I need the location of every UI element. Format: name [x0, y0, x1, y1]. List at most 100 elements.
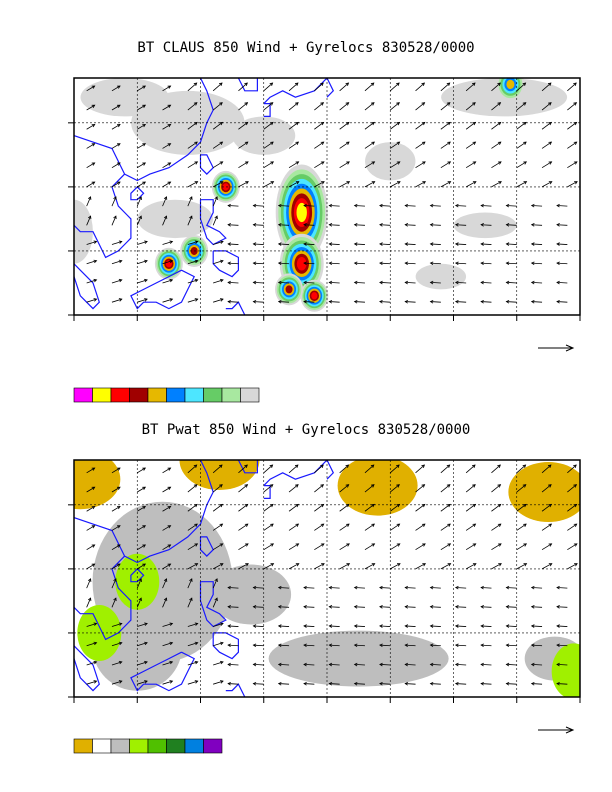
wind-vector-head [93, 240, 98, 244]
wind-vector-head [472, 102, 476, 106]
wind-vector-head [87, 578, 92, 582]
wind-vector-head [573, 161, 578, 165]
wind-vector [465, 82, 476, 92]
wind-vector [137, 260, 148, 265]
wind-vector-head [220, 680, 224, 684]
wind-vector [212, 484, 223, 493]
colorbar-swatch [203, 387, 223, 403]
wind-vector [379, 243, 391, 245]
wind-vector [364, 563, 375, 570]
wind-vector [136, 597, 142, 608]
wind-vector [415, 141, 426, 149]
wind-vector [111, 525, 121, 531]
wind-vector [440, 181, 451, 188]
wind-vector [329, 262, 340, 265]
wind-vector-head [194, 660, 199, 665]
wind-vector [278, 587, 290, 589]
wind-vector-head [252, 261, 257, 266]
wind-vector-head [167, 486, 172, 491]
wind-vector [86, 104, 95, 111]
wind-vector-head [252, 242, 257, 246]
wind-vector [415, 523, 426, 531]
wind-vector [137, 279, 148, 284]
wind-vector [288, 523, 299, 531]
wind-vector-head [116, 486, 121, 491]
wind-vector-head [167, 104, 172, 109]
wind-vector [354, 644, 365, 647]
wind-vector [137, 143, 146, 149]
wind-vector-head [345, 464, 350, 469]
wind-vector-head [379, 585, 383, 590]
wind-vector-head [277, 605, 282, 609]
wind-vector-head [303, 624, 307, 628]
wind-vector [187, 122, 198, 130]
wind-vector-head [480, 203, 484, 208]
wind-vector [556, 663, 568, 666]
wind-vector-head [270, 141, 274, 145]
wind-vector [465, 543, 476, 551]
wind-vector-head [167, 143, 172, 147]
wind-vector [111, 623, 122, 627]
wind-vector-head [116, 544, 121, 548]
wind-vector [364, 122, 375, 130]
wind-vector-head [227, 624, 231, 628]
wind-vector-head [116, 525, 121, 529]
wind-vector-head [530, 299, 535, 304]
wind-vector [455, 606, 467, 608]
wind-vector [212, 102, 223, 111]
wind-vector [339, 82, 349, 92]
wind-vector-head [454, 624, 459, 628]
wind-vector-head [219, 82, 223, 87]
wind-vector [379, 606, 391, 608]
wind-vector [162, 241, 173, 245]
wind-vector [364, 161, 375, 169]
wind-vector-head [303, 605, 307, 609]
wind-vector-head [548, 503, 552, 508]
wind-vector-head [220, 298, 224, 302]
wind-vector-head [530, 605, 535, 609]
wind-vector-head [396, 484, 400, 488]
wind-vector [567, 504, 577, 512]
wind-vector [465, 122, 476, 130]
wind-vector [263, 102, 274, 111]
wind-vector-head [429, 585, 434, 590]
wind-vector [137, 563, 146, 570]
wind-vector-head [277, 203, 282, 208]
wind-vector [455, 205, 467, 207]
wind-vector [379, 205, 391, 207]
wind-vector [278, 262, 290, 265]
wind-vector [354, 301, 365, 303]
wind-vector-head [142, 505, 147, 510]
wind-vector-head [505, 681, 510, 686]
wind-vector-head [252, 299, 257, 304]
colorbar-swatch [147, 738, 167, 754]
wind-vector [364, 141, 375, 149]
wind-vector [111, 680, 122, 685]
wind-vector-head [472, 563, 477, 567]
wind-vector-head [295, 543, 300, 547]
wind-vector-head [505, 299, 510, 304]
wind-vector [465, 102, 476, 111]
colorbar-swatch [129, 387, 149, 403]
wind-vector-head [371, 181, 376, 185]
wind-vector [455, 625, 467, 627]
wind-vector-head [505, 223, 510, 227]
wind-vector-head [142, 563, 147, 567]
wind-vector [390, 122, 400, 130]
wind-vector-head [219, 102, 223, 106]
wind-vector [465, 161, 476, 169]
wind-vector [253, 606, 264, 608]
wind-vector-head [396, 543, 401, 547]
wind-vector-head [295, 563, 300, 567]
wind-vector [354, 587, 365, 589]
wind-vector [379, 224, 391, 226]
wind-vector-head [379, 605, 383, 609]
wind-vector [339, 504, 350, 512]
wind-vector [253, 224, 264, 226]
coastline [326, 460, 335, 480]
wind-vector [278, 281, 290, 284]
wind-vector [567, 141, 577, 149]
wind-vector-head [328, 585, 333, 590]
wind-vector-head [422, 161, 426, 165]
wind-vector-head [472, 82, 476, 87]
